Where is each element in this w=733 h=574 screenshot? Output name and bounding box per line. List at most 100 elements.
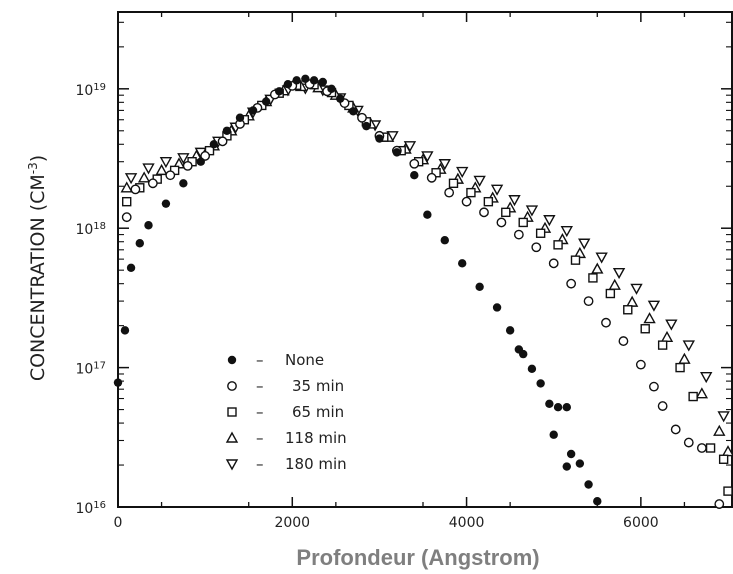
data-point [200, 151, 211, 161]
data-point [130, 184, 141, 195]
y-tick-label: 1018 [75, 221, 106, 239]
data-point [362, 121, 371, 131]
data-point [126, 263, 136, 272]
data-point [682, 340, 695, 352]
data-point [508, 195, 521, 207]
y-tick-label: 1019 [75, 81, 106, 99]
data-point [177, 153, 190, 165]
data-point [688, 391, 698, 402]
legend-marker [227, 407, 237, 417]
data-point [675, 362, 685, 373]
data-point [336, 94, 345, 103]
data-point [165, 170, 176, 181]
data-point [120, 181, 133, 193]
data-point [623, 305, 633, 315]
data-point [327, 84, 336, 94]
data-point [490, 184, 504, 196]
data-point [318, 77, 327, 87]
data-point [545, 399, 554, 408]
data-point [536, 379, 545, 388]
data-point [548, 258, 559, 269]
legend-dash: – [256, 403, 264, 421]
data-point [349, 107, 358, 116]
legend-label: 118 min [285, 429, 347, 447]
legend-dash: – [256, 377, 264, 395]
x-tick-label: 0 [114, 515, 123, 531]
data-point [630, 283, 643, 295]
data-point [660, 330, 674, 342]
legend: – None – 35 min – 65 min – 118 min – 180 min [225, 351, 347, 473]
data-point [612, 267, 626, 280]
data-point [283, 79, 293, 89]
legend-marker [225, 459, 239, 471]
data-point [182, 160, 193, 171]
data-point [147, 178, 158, 189]
y-tick-label: 1017 [75, 360, 106, 378]
data-point [179, 179, 188, 188]
data-point [501, 207, 511, 218]
data-point [618, 336, 629, 346]
data-point [479, 207, 489, 218]
data-point [527, 364, 537, 374]
data-point [461, 196, 472, 207]
data-point [222, 126, 232, 135]
data-point [635, 359, 646, 370]
data-point [496, 217, 507, 228]
legend-label: 65 min [292, 403, 344, 421]
data-point [525, 205, 539, 217]
legend-marker [227, 355, 237, 365]
data-point [670, 424, 681, 435]
y-axis-label: CONCENTRATION (CM-3) [26, 155, 49, 381]
x-tick-label: 2000 [274, 515, 310, 531]
data-point [584, 480, 593, 489]
legend-marker [227, 381, 237, 391]
data-point [113, 378, 123, 387]
data-point [421, 151, 434, 163]
data-point [121, 212, 132, 223]
data-point [553, 402, 563, 412]
data-point [625, 295, 639, 307]
data-point [275, 87, 284, 96]
x-tick-label: 6000 [623, 515, 659, 531]
data-point [591, 262, 604, 274]
data-point [456, 166, 469, 178]
data-point [438, 159, 451, 171]
data-point [566, 449, 576, 459]
legend-dash: – [256, 429, 264, 447]
data-point [519, 349, 528, 359]
data-point [483, 196, 494, 207]
legend-label: 180 min [285, 455, 347, 473]
data-point [475, 282, 484, 291]
data-point [578, 238, 591, 250]
data-point [444, 187, 455, 198]
data-point [209, 140, 219, 149]
legend-dash: – [256, 351, 264, 369]
data-point [717, 411, 730, 423]
data-point [135, 239, 144, 248]
data-point [120, 326, 130, 335]
data-point [159, 157, 173, 169]
legend-label: 35 min [292, 377, 344, 395]
data-point [560, 225, 573, 238]
data-point [375, 134, 384, 143]
data-point [505, 326, 515, 335]
legend-dash: – [256, 455, 264, 473]
data-point [649, 381, 659, 392]
x-axis-title: Profondeur (Angstrom) [296, 545, 539, 570]
data-point [601, 317, 611, 328]
series-180-min [124, 83, 730, 423]
data-point [196, 157, 205, 166]
data-point [518, 217, 528, 228]
x-tick-label: 4000 [449, 515, 485, 531]
y-tick-label: 1016 [75, 500, 106, 518]
data-point [155, 163, 168, 176]
data-point [705, 443, 716, 453]
data-point [392, 148, 402, 157]
data-point [714, 499, 725, 509]
data-point [562, 402, 571, 412]
data-point [161, 199, 171, 208]
data-point [683, 437, 694, 448]
data-point [583, 296, 594, 306]
data-point [605, 288, 616, 299]
data-point [301, 74, 310, 83]
